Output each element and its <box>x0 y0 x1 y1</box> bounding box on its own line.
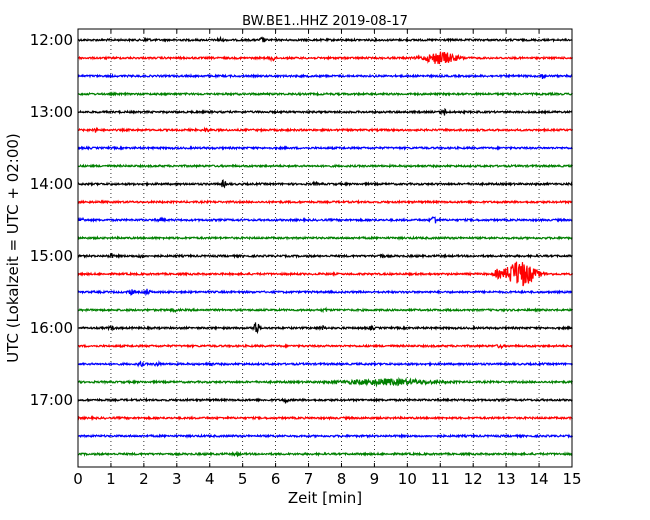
x-tick-label: 15 <box>562 470 581 488</box>
trace-line <box>77 145 573 151</box>
x-tick-label: 5 <box>238 470 248 488</box>
trace-line <box>77 126 574 134</box>
y-axis: 12:00 13:00 14:00 15:00 16:00 17:00 <box>30 31 82 409</box>
trace-line <box>77 415 573 422</box>
x-axis-label: Zeit [min] <box>288 489 362 507</box>
x-tick-label: 3 <box>172 470 182 488</box>
trace-line <box>77 306 574 314</box>
trace-line <box>77 376 573 388</box>
x-tick-label: 4 <box>205 470 215 488</box>
trace-line <box>77 450 573 458</box>
trace-line <box>77 216 573 224</box>
trace-line <box>77 235 573 241</box>
trace-line <box>77 288 573 297</box>
trace-line <box>77 179 573 189</box>
x-tick-label: 7 <box>304 470 314 488</box>
y-tick-label: 16:00 <box>30 319 73 337</box>
trace-line <box>77 322 573 335</box>
plot-frame <box>77 28 573 468</box>
trace-line <box>77 35 573 43</box>
x-tick-label: 13 <box>497 470 516 488</box>
trace-line <box>77 163 574 169</box>
y-axis-label: UTC (Lokalzeit = UTC + 02:00) <box>4 133 22 363</box>
chart-title: BW.BE1..HHZ 2019-08-17 <box>242 14 408 29</box>
x-tick-label: 9 <box>370 470 380 488</box>
trace-line <box>77 252 573 260</box>
x-tick-label: 14 <box>530 470 549 488</box>
x-tick-label: 2 <box>139 470 149 488</box>
x-axis: 0 1 2 3 4 5 6 7 8 9 10 11 12 13 14 15 <box>73 29 582 488</box>
x-tick-label: 10 <box>398 470 417 488</box>
trace-line <box>77 343 573 350</box>
trace-line <box>77 107 573 116</box>
trace-line <box>78 432 574 440</box>
y-tick-label: 14:00 <box>30 175 73 193</box>
trace-line <box>77 91 573 97</box>
seismic-traces <box>77 35 574 458</box>
y-tick-label: 13:00 <box>30 103 73 121</box>
trace-line <box>77 198 573 205</box>
trace-line <box>77 261 574 287</box>
trace-line <box>77 73 573 80</box>
y-tick-label: 17:00 <box>30 391 73 409</box>
x-tick-label: 12 <box>464 470 483 488</box>
trace-line <box>77 396 573 404</box>
trace-line <box>77 51 574 65</box>
x-tick-label: 1 <box>106 470 116 488</box>
x-tick-label: 6 <box>271 470 281 488</box>
y-tick-label: 12:00 <box>30 31 73 49</box>
x-tick-label: 0 <box>73 470 83 488</box>
y-tick-label: 15:00 <box>30 247 73 265</box>
trace-line <box>77 360 574 368</box>
x-tick-label: 11 <box>431 470 450 488</box>
x-tick-label: 8 <box>337 470 347 488</box>
